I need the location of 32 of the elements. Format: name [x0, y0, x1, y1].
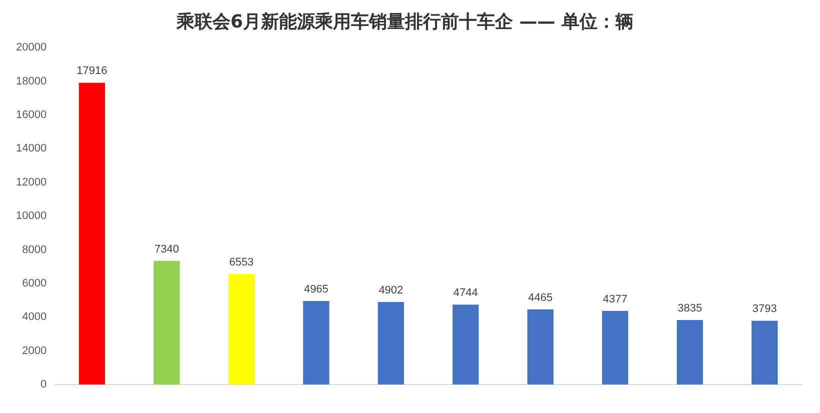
data-label: 4965 [304, 283, 328, 296]
data-label: 3793 [752, 303, 777, 316]
y-tick-label: 12000 [16, 176, 47, 188]
data-label: 4465 [528, 292, 553, 304]
bar [228, 274, 255, 385]
y-tick-label: 4000 [22, 311, 47, 324]
bar [452, 304, 479, 385]
y-tick-label: 0 [40, 378, 47, 391]
y-tick-label: 20000 [16, 42, 47, 54]
y-tick-label: 10000 [16, 210, 47, 222]
bar [527, 309, 554, 385]
bar [378, 302, 404, 385]
y-tick-label: 16000 [16, 109, 47, 122]
data-label: 4377 [602, 293, 628, 306]
bar [676, 320, 703, 385]
data-label: 3835 [678, 302, 702, 315]
data-label: 6553 [229, 256, 254, 269]
bar [78, 82, 106, 385]
data-label: 17916 [76, 65, 108, 78]
y-tick-label: 8000 [22, 244, 47, 256]
bar [303, 300, 330, 385]
bar [752, 320, 778, 385]
data-label: 7340 [154, 243, 179, 256]
y-tick-label: 2000 [22, 344, 47, 357]
y-tick-label: 18000 [16, 75, 47, 88]
y-tick-label: 6000 [22, 278, 47, 290]
data-label: 4744 [453, 287, 478, 300]
data-label: 4902 [378, 284, 404, 297]
y-tick-label: 14000 [16, 142, 47, 155]
bar [602, 310, 628, 385]
bar [154, 260, 180, 385]
chart-title: 乘联会6月新能源乘用车销量排行前十车企 —— 单位：辆 [175, 11, 634, 32]
